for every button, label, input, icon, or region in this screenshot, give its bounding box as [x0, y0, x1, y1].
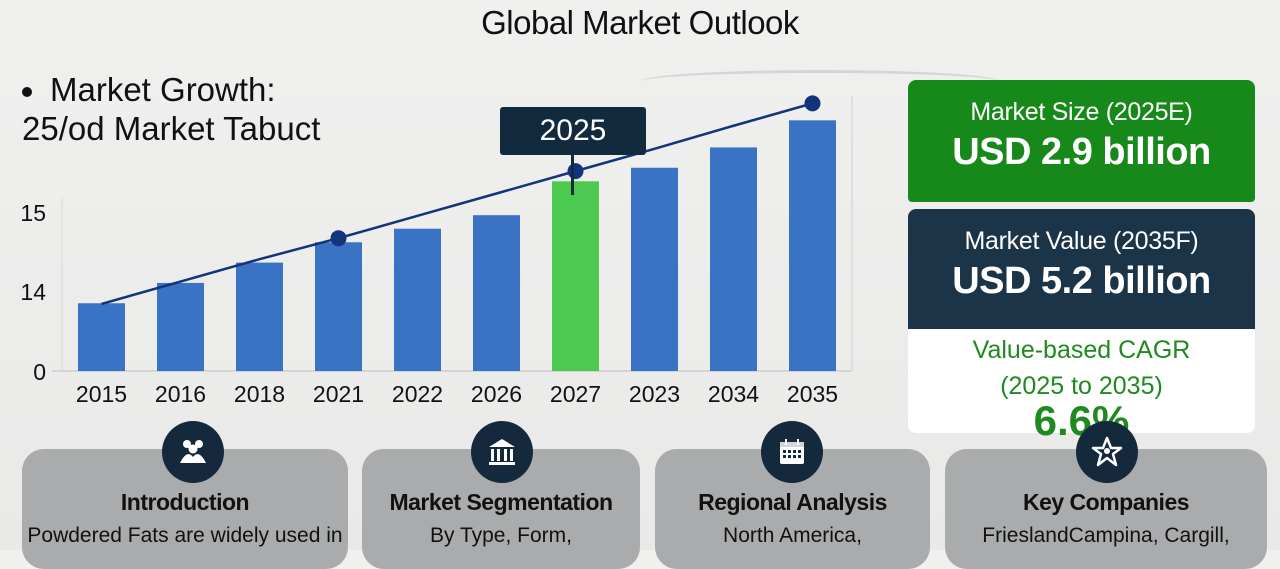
- x-tick-label: 2021: [313, 381, 364, 407]
- market-value-label: Market Value (2035F): [964, 227, 1199, 255]
- market-size-label: Market Size (2025E): [970, 98, 1193, 126]
- panel-text: North America,: [723, 524, 862, 547]
- chart-heading: Market Growth:: [22, 70, 276, 110]
- market-value-card: Market Value (2035F) USD 5.2 billion: [908, 209, 1255, 329]
- y-tick-label: 15: [20, 200, 46, 226]
- bar-2018: [236, 262, 283, 371]
- cagr-card: Value-based CAGR (2025 to 2035) 6.6%: [908, 329, 1255, 442]
- y-tick-label: 0: [33, 359, 46, 385]
- bar-2023: [631, 167, 678, 371]
- year-callout: 2025: [500, 107, 646, 155]
- panel-title: Regional Analysis: [698, 489, 887, 515]
- title-swoosh: [640, 70, 1000, 93]
- building-icon: [471, 421, 533, 483]
- bar-2026: [473, 215, 520, 371]
- panel-text: By Type, Form,: [430, 524, 572, 547]
- x-tick-label: 2022: [392, 381, 443, 407]
- market-size-value: USD 2.9 billion: [952, 131, 1211, 173]
- trend-marker: [804, 95, 821, 112]
- panel-text: Powdered Fats are widely used in: [27, 524, 343, 547]
- bar-2022: [394, 228, 441, 371]
- cagr-label-line1: Value-based CAGR: [972, 336, 1191, 364]
- bar-chart: 0 14 15 2015 2016 2018 2021 2022 2026 2027 2023 203…: [20, 95, 853, 407]
- chart-heading-text: Market Growth:: [50, 71, 276, 108]
- bar-2027: [552, 181, 599, 371]
- panel-title: Market Segmentation: [389, 489, 613, 515]
- x-tick-label: 2035: [787, 381, 838, 407]
- x-tick-label: 2027: [550, 381, 601, 407]
- bar-2021: [315, 242, 362, 371]
- trend-line: [101, 102, 813, 306]
- bullet-dot: [22, 87, 32, 98]
- bar-2035: [789, 120, 836, 371]
- people-icon: [162, 421, 224, 483]
- bar-2016: [157, 282, 204, 371]
- x-tick-label: 2026: [471, 381, 522, 407]
- panel-title: Introduction: [120, 489, 250, 515]
- panel-title: Key Companies: [1022, 489, 1190, 515]
- callout-pointer: [571, 155, 574, 195]
- y-tick-label: 14: [20, 279, 46, 305]
- star-badge-icon: [1076, 421, 1138, 483]
- trend-marker: [567, 163, 584, 180]
- x-tick-label: 2016: [155, 381, 206, 407]
- chart-subheading: 25/od Market Tabuct: [22, 110, 321, 147]
- bar-2034: [710, 147, 757, 371]
- bar-2015: [78, 303, 125, 371]
- panel-text: FrieslandCampina, Cargill,: [982, 524, 1230, 547]
- x-tick-label: 2018: [234, 381, 285, 407]
- x-tick-label: 2023: [629, 381, 680, 407]
- x-tick-label: 2034: [708, 381, 759, 407]
- market-size-card: Market Size (2025E) USD 2.9 billion: [908, 80, 1255, 202]
- trend-marker: [330, 230, 347, 247]
- x-tick-label: 2015: [76, 381, 127, 407]
- calendar-icon: [761, 421, 823, 483]
- page-title: Global Market Outlook: [481, 4, 799, 41]
- market-value-value: USD 5.2 billion: [952, 260, 1211, 302]
- cagr-label-line2: (2025 to 2035): [1000, 372, 1163, 400]
